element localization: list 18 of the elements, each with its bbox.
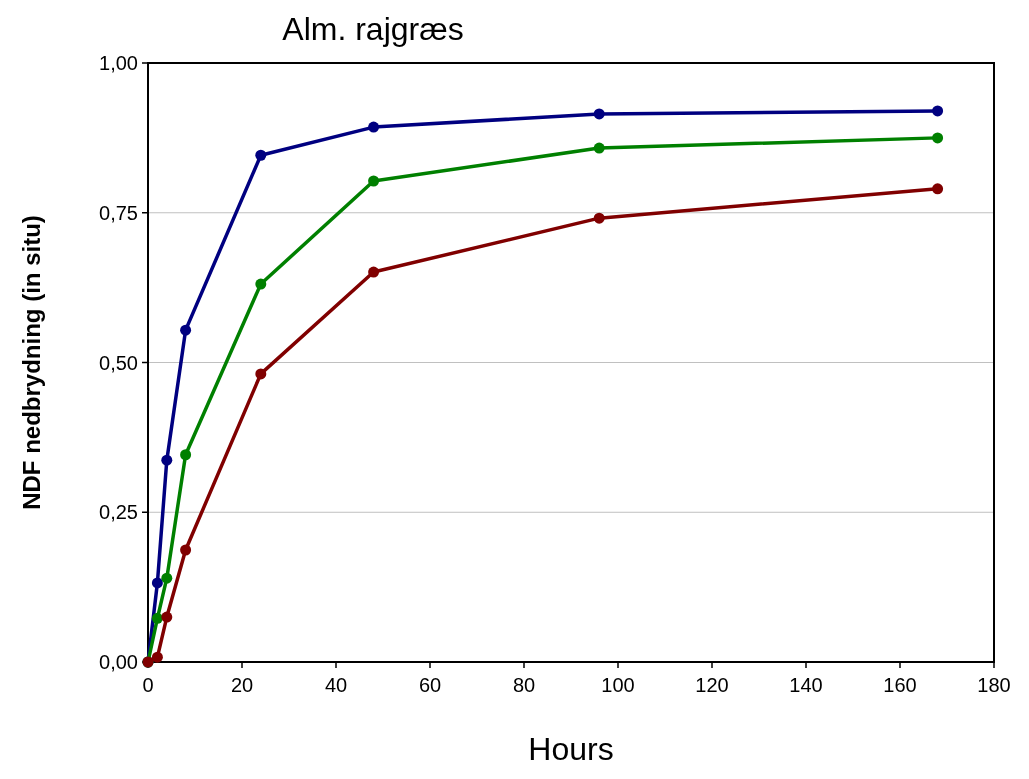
y-tick-label: 1,00: [99, 52, 138, 74]
y-tick-label: 0,75: [99, 201, 138, 224]
y-tick-label: 0,00: [99, 651, 138, 673]
x-axis-title: Hours: [528, 731, 614, 767]
x-tick-label: 40: [324, 674, 348, 696]
y-tick-label: 0,50: [99, 351, 138, 374]
x-tick-label: 180: [977, 674, 1011, 696]
x-tick-label: 80: [512, 674, 536, 696]
y-tick-label: 0,25: [99, 501, 138, 524]
x-tick-label: 0: [142, 674, 154, 696]
x-tick-label: 120: [695, 674, 729, 696]
y-axis-title: NDF nedbrydning (in situ): [18, 215, 45, 510]
x-tick-label: 20: [230, 674, 254, 696]
x-tick-label: 100: [601, 674, 635, 696]
chart-title: Alm. rajgræs: [282, 11, 464, 47]
x-tick-label: 60: [418, 674, 442, 696]
x-tick-label: 160: [883, 674, 917, 696]
x-tick-label: 140: [789, 674, 823, 696]
